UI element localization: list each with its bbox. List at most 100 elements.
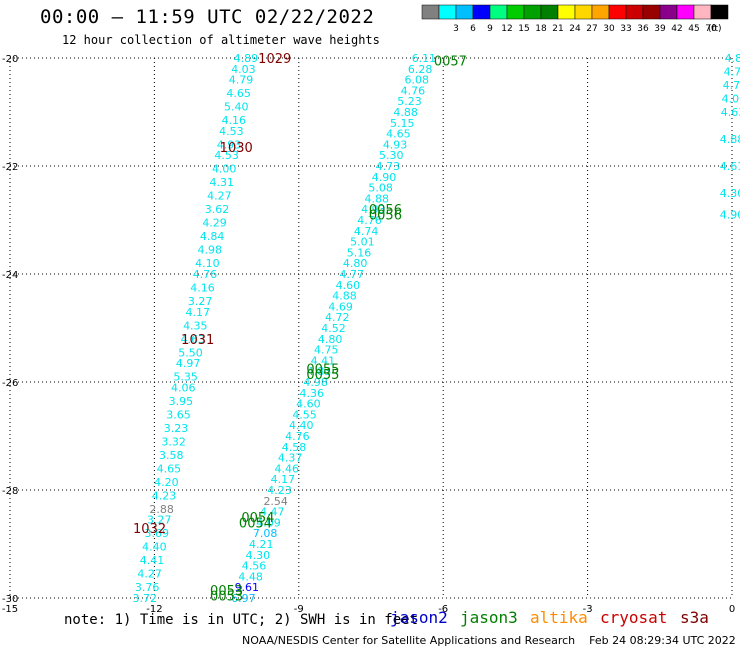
swh-value-label: 4.52 — [321, 322, 346, 335]
swh-value-label: 4.35 — [183, 319, 208, 332]
swh-value-label: 3.72 — [133, 592, 158, 605]
swh-value-label: 4.76 — [357, 214, 382, 227]
swh-value-label: 4.89 — [234, 52, 259, 65]
y-tick-label: -30 — [2, 594, 18, 605]
swh-value-label: 4.09 — [722, 93, 740, 106]
x-tick-label: -3 — [583, 604, 593, 615]
swh-value-label: 4.76 — [401, 84, 426, 97]
scale-label: 3 — [453, 24, 459, 34]
y-tick-label: -28 — [2, 486, 18, 497]
swh-value-label: 3.23 — [164, 422, 189, 435]
swh-value-label: 4.23 — [267, 484, 292, 497]
swh-value-label: 4.65 — [386, 128, 411, 141]
swh-value-label: 4.79 — [724, 66, 740, 79]
swh-value-label: 3.58 — [159, 449, 184, 462]
scale-label: 39 — [654, 24, 666, 34]
swh-value-label: 4.93 — [217, 138, 242, 151]
swh-value-label: 4.20 — [154, 476, 179, 489]
time-label: 1032 — [133, 522, 166, 537]
swh-value-label: 4.63 — [721, 106, 740, 119]
swh-value-label: 3.76 — [135, 581, 160, 594]
x-tick-label: -9 — [294, 604, 304, 615]
swh-value-label: 5.15 — [390, 117, 415, 130]
swh-value-label: 4.93 — [361, 203, 386, 216]
scale-label: 36 — [637, 24, 649, 34]
time-label: 0053 — [210, 589, 243, 604]
time-label: 0054 — [241, 511, 274, 526]
swh-value-label: 4.56 — [242, 560, 267, 573]
scale-unit-label: (ft) — [708, 24, 722, 34]
swh-value-label: 4.83 — [307, 365, 332, 378]
scale-swatch — [472, 4, 491, 20]
swh-value-label: 4.98 — [303, 376, 328, 389]
swh-value-label: 4.65 — [157, 462, 182, 475]
swh-value-label: 4.37 — [278, 452, 303, 465]
scale-swatch — [591, 4, 610, 20]
y-tick-label: -24 — [2, 270, 18, 281]
swh-value-label: 4.80 — [725, 52, 740, 65]
scale-swatch — [642, 4, 661, 20]
scale-swatch — [506, 4, 525, 20]
swh-value-label: 4.53 — [214, 149, 239, 162]
footer-credit: NOAA/NESDIS Center for Satellite Applica… — [242, 634, 736, 647]
swh-value-label: 4.98 — [198, 244, 223, 257]
swh-value-label: 4.16 — [190, 282, 215, 295]
swh-value-label: 4.61 — [720, 160, 740, 173]
swh-value-label: 9.61 — [235, 581, 260, 594]
time-label: 0054 — [239, 516, 272, 531]
swh-value-label: 6.97 — [231, 592, 256, 605]
swh-value-label: 4.17 — [271, 473, 296, 486]
scale-swatch — [574, 4, 593, 20]
swh-value-label: 4.79 — [229, 74, 254, 87]
scale-label: 45 — [688, 24, 699, 34]
scale-swatch — [421, 4, 440, 20]
swh-color-scale-legend: 3 6 9 12 15 18 21 24 27 30 33 36 39 42 45 70(ft) — [421, 4, 729, 34]
swh-value-label: 6.11 — [412, 52, 437, 65]
scale-label: 15 — [518, 24, 529, 34]
swh-value-label: 5.40 — [224, 101, 249, 114]
swh-value-label: 4.30 — [720, 187, 740, 200]
x-tick-label: -6 — [438, 604, 448, 615]
swh-value-label: 5.16 — [347, 246, 372, 259]
scale-label: 6 — [470, 24, 476, 34]
scale-swatch — [455, 4, 474, 20]
swh-value-label: 4.80 — [343, 257, 368, 270]
swh-value-label: 4.75 — [314, 344, 339, 357]
swh-value-label: 4.75 — [723, 79, 740, 92]
swh-value-label: 3.27 — [188, 295, 213, 308]
swh-value-label: 4.16 — [222, 114, 247, 127]
swh-value-label: 4.93 — [383, 138, 408, 151]
swh-value-label: 4.90 — [372, 171, 397, 184]
swh-value-label: 4.06 — [171, 381, 196, 394]
swh-value-label: 4.53 — [219, 125, 244, 138]
swh-value-label: 4.76 — [193, 268, 218, 281]
swh-value-label: 4.88 — [332, 290, 357, 303]
scale-label: 33 — [620, 24, 631, 34]
swh-value-label: 6.08 — [404, 74, 429, 87]
swh-value-label: 3.95 — [169, 395, 194, 408]
swh-value-label: 4.30 — [246, 549, 271, 562]
satellite-legend-jason3: jason3 — [460, 608, 518, 627]
swh-value-label: 3.27 — [147, 514, 172, 527]
scale-swatch — [438, 4, 457, 20]
scale-swatch — [557, 4, 576, 20]
y-tick-label: -26 — [2, 378, 18, 389]
swh-value-label: 5.23 — [397, 95, 422, 108]
swh-value-label: 4.60 — [296, 398, 321, 411]
swh-value-label: 4.48 — [238, 570, 263, 583]
swh-value-label: 4.97 — [176, 357, 201, 370]
scale-swatch — [676, 4, 695, 20]
swh-value-label: 4.88 — [365, 192, 390, 205]
swh-value-label: 4.23 — [152, 489, 177, 502]
swh-value-label: 4.27 — [137, 568, 162, 581]
scale-swatch — [540, 4, 559, 20]
scale-label: 30 — [603, 24, 615, 34]
time-label: 0057 — [434, 55, 467, 70]
swh-value-label: 4.65 — [226, 87, 251, 100]
satellite-legend-altika: altika — [530, 608, 588, 627]
scale-swatch — [608, 4, 627, 20]
swh-value-label: 2.88 — [149, 503, 174, 516]
y-tick-label: -20 — [2, 54, 18, 65]
